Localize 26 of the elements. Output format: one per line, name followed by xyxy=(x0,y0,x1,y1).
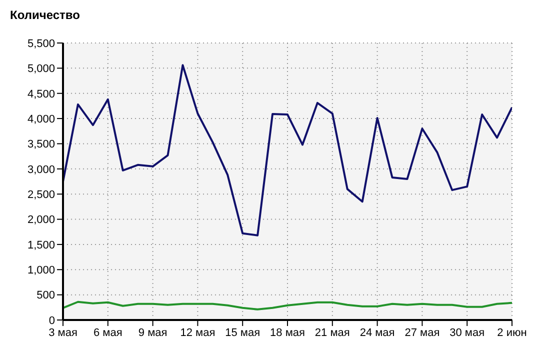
x-tick-label: 2 июн xyxy=(497,326,527,339)
x-tick-label: 12 мая xyxy=(180,326,216,339)
x-tick-label: 3 мая xyxy=(48,326,78,339)
y-tick-label: 3,500 xyxy=(27,138,55,151)
line-series xyxy=(63,64,512,236)
y-tick-label: 5,500 xyxy=(27,38,55,50)
y-tick-label: 1,000 xyxy=(27,264,55,277)
x-tick-label: 24 мая xyxy=(360,326,395,339)
y-tick-label: 2,500 xyxy=(27,188,55,201)
y-tick-label: 4,500 xyxy=(27,88,55,100)
y-tick-label: 1,500 xyxy=(27,239,55,252)
line-series xyxy=(63,300,512,310)
y-tick-label: 5,000 xyxy=(27,63,55,76)
chart-title: Количество xyxy=(10,8,80,22)
x-tick-label: 15 мая xyxy=(225,326,260,339)
x-tick-label: 30 мая xyxy=(450,326,485,339)
x-tick-label: 21 мая xyxy=(314,326,350,339)
x-tick-label: 6 мая xyxy=(93,326,122,339)
y-tick-label: 500 xyxy=(36,290,55,302)
x-tick-label: 27 мая xyxy=(404,326,440,339)
y-tick-label: 4,000 xyxy=(27,113,55,126)
y-tick-label: 3,000 xyxy=(27,164,55,176)
y-tick-label: 0 xyxy=(48,314,55,327)
x-tick-label: 9 мая xyxy=(138,326,168,339)
y-tick-label: 2,000 xyxy=(27,214,55,226)
x-tick-label: 18 мая xyxy=(270,326,306,339)
